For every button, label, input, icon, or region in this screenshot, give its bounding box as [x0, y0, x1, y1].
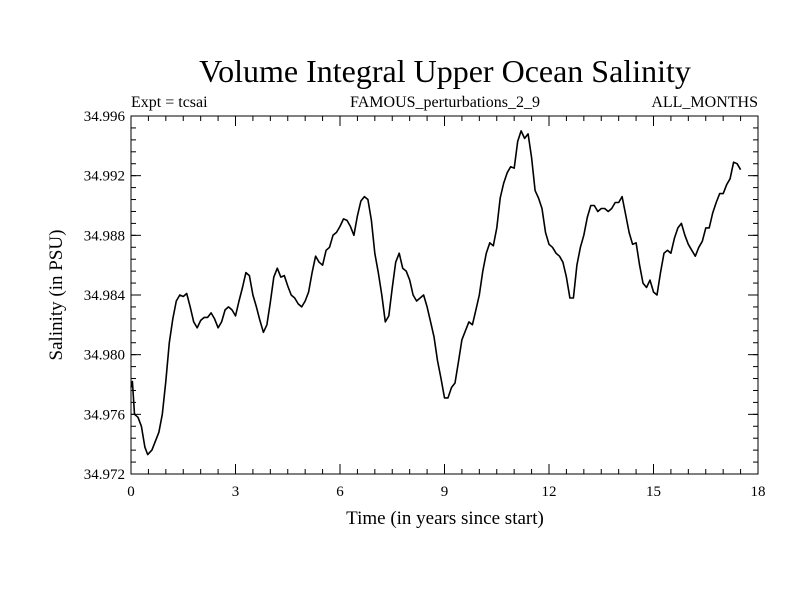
x-axis-label: Time (in years since start): [346, 508, 544, 529]
subtitle-run: FAMOUS_perturbations_2_9: [350, 94, 540, 111]
y-tick-labels: 34.972 34.976 34.980 34.984 34.988 34.992 34.9…: [84, 109, 126, 483]
subtitle-experiment: Expt = tcsai: [131, 94, 208, 111]
chart-title: Volume Integral Upper Ocean Salinity: [199, 53, 691, 89]
x-tick-label: 0: [127, 484, 135, 500]
subtitle-months: ALL_MONTHS: [651, 94, 758, 111]
y-tick-label: 34.980: [84, 348, 125, 364]
y-tick-label: 34.996: [84, 109, 126, 125]
x-tick-label: 15: [646, 484, 661, 500]
y-tick-label: 34.988: [84, 228, 125, 244]
x-tick-label: 9: [441, 484, 449, 500]
y-tick-label: 34.984: [84, 288, 126, 304]
salinity-series-line: [130, 130, 742, 456]
x-tick-label: 6: [336, 484, 344, 500]
y-tick-label: 34.976: [84, 407, 126, 423]
plot-frame: [130, 115, 759, 475]
x-tick-labels: 0 3 6 9 12 15 18: [127, 484, 765, 500]
y-axis-label: Salinity (in PSU): [46, 230, 67, 361]
y-tick-label: 34.972: [84, 467, 125, 483]
x-tick-label: 12: [542, 484, 557, 500]
axis-ticks: [130, 115, 759, 475]
x-tick-label: 18: [751, 484, 766, 500]
x-tick-label: 3: [232, 484, 240, 500]
y-tick-label: 34.992: [84, 169, 125, 185]
